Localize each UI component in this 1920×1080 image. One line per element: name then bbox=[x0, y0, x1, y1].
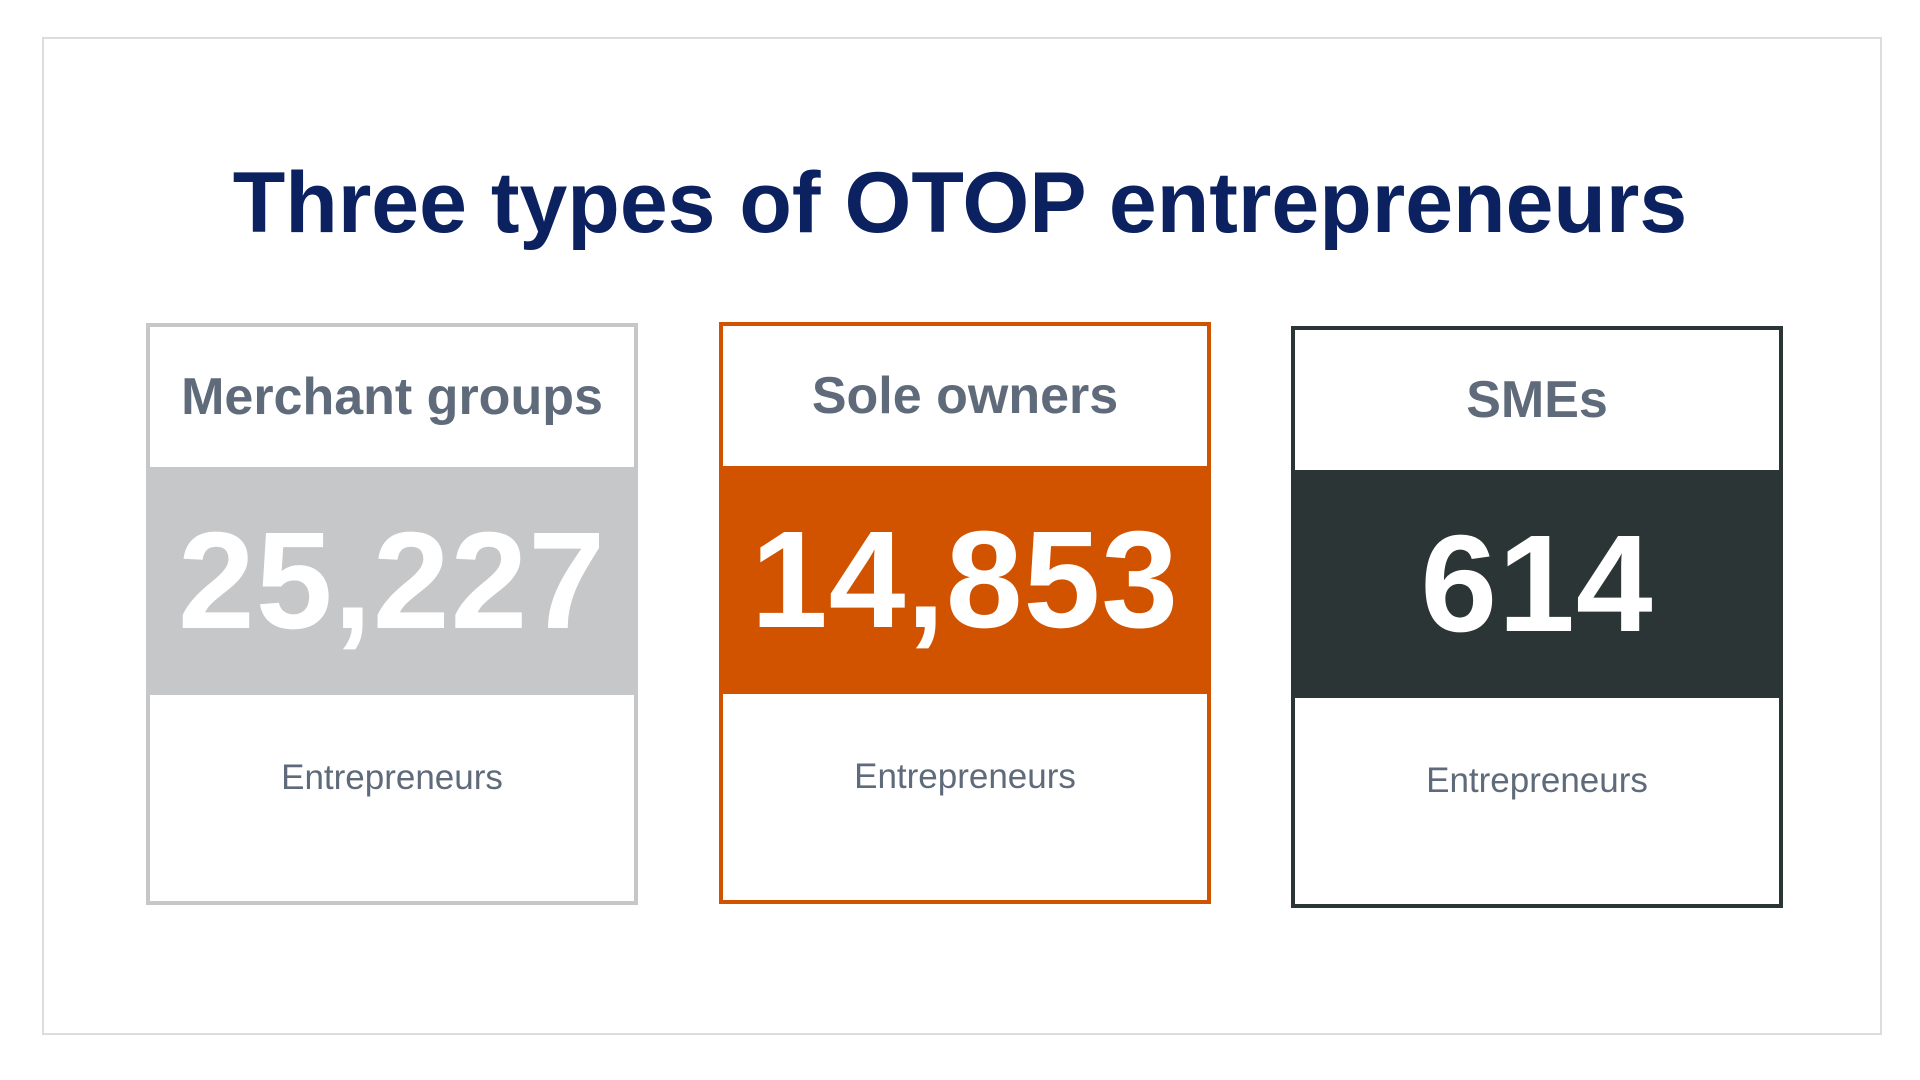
card-heading: Merchant groups bbox=[181, 368, 603, 426]
page-title: Three types of OTOP entrepreneurs bbox=[232, 155, 1688, 251]
card-value: 14,853 bbox=[723, 466, 1207, 694]
card-unit-label: Entrepreneurs bbox=[854, 757, 1076, 796]
card-smes: SMEs 614 Entrepreneurs bbox=[1291, 326, 1783, 908]
card-heading: Sole owners bbox=[811, 367, 1119, 425]
card-unit-label: Entrepreneurs bbox=[281, 758, 503, 797]
card-value: 614 bbox=[1295, 470, 1779, 698]
card-heading: SMEs bbox=[1466, 371, 1608, 429]
card-unit-label: Entrepreneurs bbox=[1426, 761, 1648, 800]
card-value: 25,227 bbox=[150, 467, 634, 695]
card-sole-owners: Sole owners 14,853 Entrepreneurs bbox=[719, 322, 1211, 904]
card-merchant-groups: Merchant groups 25,227 Entrepreneurs bbox=[146, 323, 638, 905]
